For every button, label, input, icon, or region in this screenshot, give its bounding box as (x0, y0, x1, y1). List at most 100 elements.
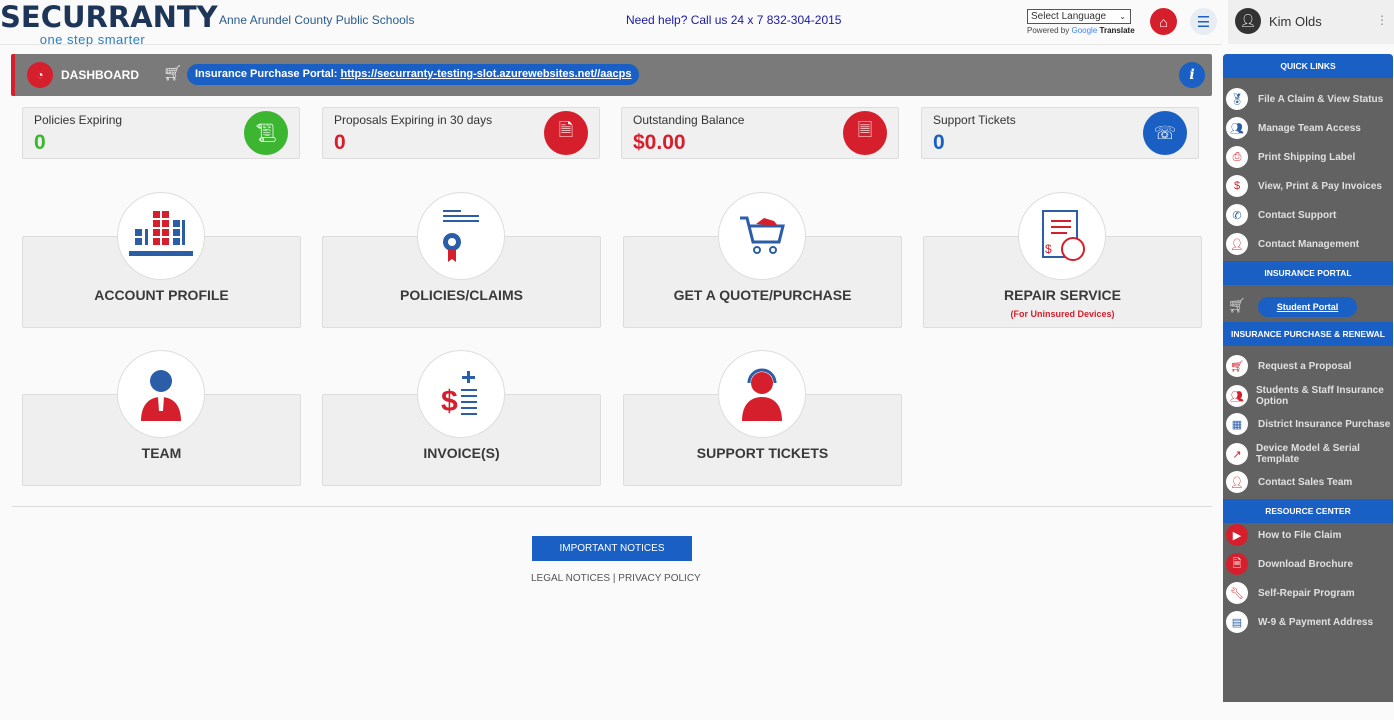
proposal-icon: 🗎 (544, 111, 588, 155)
cart-icon: 🛒︎ (1228, 297, 1246, 313)
building-icon[interactable] (117, 192, 205, 280)
sidebar-item-device-template[interactable]: ↗ Device Model & Serial Template (1226, 441, 1392, 467)
repair-icon[interactable]: $ (1018, 192, 1106, 280)
google-translate-credit: Powered by Google Translate (1027, 26, 1135, 35)
phone-icon: ✆ (1226, 204, 1248, 226)
sidebar-item-students-staff[interactable]: 👥︎ Students & Staff Insurance Option (1226, 383, 1392, 409)
sidebar-item-label: Manage Team Access (1258, 122, 1361, 134)
user-icon: 👤︎ (1239, 13, 1257, 28)
sidebar-item-brochure[interactable]: 🗎 Download Brochure (1226, 551, 1392, 577)
privacy-policy-link[interactable]: PRIVACY POLICY (618, 573, 701, 584)
translate-label: Translate (1099, 26, 1135, 35)
stat-label: Proposals Expiring in 30 days (334, 113, 493, 127)
student-portal-button[interactable]: Student Portal (1258, 297, 1357, 317)
tile-label: INVOICE(S) (423, 445, 500, 461)
user-name: Kim Olds (1269, 14, 1322, 29)
home-button[interactable]: ⌂ (1150, 8, 1177, 35)
sidebar-item-print-label[interactable]: ⎙ Print Shipping Label (1226, 144, 1392, 170)
support-agent-icon: ☏ (1143, 111, 1187, 155)
tile-label: ACCOUNT PROFILE (94, 287, 229, 303)
stat-value: $0.00 (633, 131, 686, 154)
sidebar-item-self-repair[interactable]: 🔧︎ Self-Repair Program (1226, 580, 1392, 606)
legal-notices-link[interactable]: LEGAL NOTICES (531, 573, 611, 584)
cart-icon: 🛒︎ (1226, 355, 1248, 377)
kebab-icon[interactable]: ⋮ (1376, 13, 1388, 27)
stat-proposals-expiring[interactable]: Proposals Expiring in 30 days 0 🗎 (322, 107, 600, 159)
securranty-logo[interactable]: SECURRANTY one step smarter (0, 0, 218, 47)
brand-tagline: one step smarter (39, 32, 146, 47)
sidebar-item-label: Request a Proposal (1258, 360, 1352, 372)
cart-icon: 🛒︎ (163, 65, 183, 82)
sidebar-item-label: Contact Management (1258, 238, 1360, 250)
sidebar-item-label: Print Shipping Label (1258, 151, 1356, 163)
sidebar-item-label: District Insurance Purchase (1258, 418, 1391, 430)
building-icon: ▦ (1226, 413, 1248, 435)
info-icon: i (1189, 67, 1195, 83)
sidebar-item-w9[interactable]: ▤ W-9 & Payment Address (1226, 609, 1392, 635)
portal-url-link[interactable]: https://securranty-testing-slot.azureweb… (340, 68, 632, 80)
award-icon[interactable] (417, 192, 505, 280)
dashboard-title: DASHBOARD (61, 68, 139, 82)
sidebar-item-invoices[interactable]: $ View, Print & Pay Invoices (1226, 173, 1392, 199)
powered-by: Powered by (1027, 26, 1070, 35)
stat-label: Outstanding Balance (633, 113, 745, 127)
chevron-down-icon: ⌄ (1119, 12, 1126, 21)
language-select-value: Select Language (1031, 11, 1107, 22)
sidebar-item-how-to-file[interactable]: ▶ How to File Claim (1226, 522, 1392, 548)
user-menu[interactable]: 👤︎ Kim Olds ⋮ (1228, 0, 1394, 44)
invoice-icon: $ (1226, 175, 1248, 197)
tile-label: SUPPORT TICKETS (696, 445, 829, 461)
avatar: 👤︎ (1235, 8, 1261, 34)
insurance-portal-header: INSURANCE PORTAL (1223, 261, 1393, 285)
tile-sublabel: (For Uninsured Devices) (1010, 309, 1115, 319)
important-notices-button[interactable]: IMPORTANT NOTICES (532, 536, 692, 561)
printer-icon: ⎙ (1226, 146, 1248, 168)
sidebar-item-manage-team[interactable]: 👥︎ Manage Team Access (1226, 115, 1392, 141)
stat-outstanding-balance[interactable]: Outstanding Balance $0.00 🗏 (621, 107, 899, 159)
sidebar-item-label: Device Model & Serial Template (1256, 443, 1360, 465)
gauge-icon: ◔ (27, 62, 53, 88)
sidebar-item-label: Contact Sales Team (1258, 476, 1353, 488)
sidebar-item-contact-support[interactable]: ✆ Contact Support (1226, 202, 1392, 228)
brochure-icon: 🗎 (1226, 553, 1248, 575)
tile-account-profile[interactable]: ACCOUNT PROFILE (22, 236, 301, 328)
manager-icon: 👤︎ (1226, 233, 1248, 255)
sidebar-item-district-purchase[interactable]: ▦ District Insurance Purchase (1226, 411, 1392, 437)
sidebar-item-label: Contact Support (1258, 209, 1337, 221)
portal-link-pill: Insurance Purchase Portal: https://secur… (187, 64, 640, 85)
sidebar-item-contact-sales[interactable]: 👤︎ Contact Sales Team (1226, 469, 1392, 495)
stat-value: 0 (334, 131, 346, 154)
sidebar-item-contact-management[interactable]: 👤︎ Contact Management (1226, 231, 1392, 257)
cart-icon[interactable] (718, 192, 806, 280)
person-icon[interactable] (117, 350, 205, 438)
purchase-renewal-header: INSURANCE PURCHASE & RENEWAL (1223, 322, 1393, 346)
tile-label: TEAM (141, 445, 182, 461)
resource-center-header: RESOURCE CENTER (1223, 499, 1393, 523)
svg-text:$: $ (1045, 242, 1052, 256)
svg-text:$: $ (441, 385, 458, 418)
headset-icon[interactable] (718, 350, 806, 438)
sidebar-item-label: Download Brochure (1258, 558, 1354, 570)
dashboard-bar: ◔ DASHBOARD 🛒︎ Insurance Purchase Portal… (11, 54, 1212, 96)
sidebar-item-label: Students & Staff Insurance Option (1256, 385, 1384, 407)
sidebar-item-label: How to File Claim (1258, 529, 1342, 541)
tile-label: POLICIES/CLAIMS (400, 287, 523, 303)
sidebar-item-file-claim[interactable]: 🏅︎ File A Claim & View Status (1226, 86, 1392, 112)
home-icon: ⌂ (1159, 13, 1168, 30)
stat-label: Policies Expiring (34, 113, 123, 127)
language-select[interactable]: Select Language ⌄ (1027, 9, 1131, 24)
menu-button[interactable]: ☰ (1190, 8, 1217, 35)
sidebar-item-label: Self-Repair Program (1258, 587, 1355, 599)
info-button[interactable]: i (1179, 62, 1205, 88)
brand-name: SECURRANTY (0, 0, 218, 34)
hamburger-icon: ☰ (1196, 13, 1211, 31)
footer-separator: | (612, 573, 616, 584)
stat-support-tickets[interactable]: Support Tickets 0 ☏ (921, 107, 1199, 159)
sidebar-item-request-proposal[interactable]: 🛒︎ Request a Proposal (1226, 353, 1392, 379)
school-name: Anne Arundel County Public Schools (219, 13, 415, 27)
help-phone: Need help? Call us 24 x 7 832-304-2015 (626, 13, 842, 27)
stat-policies-expiring[interactable]: Policies Expiring 0 📜︎ (22, 107, 300, 159)
invoice-icon[interactable]: $ (417, 350, 505, 438)
stat-value: 0 (933, 131, 945, 154)
header-divider (0, 44, 1222, 45)
